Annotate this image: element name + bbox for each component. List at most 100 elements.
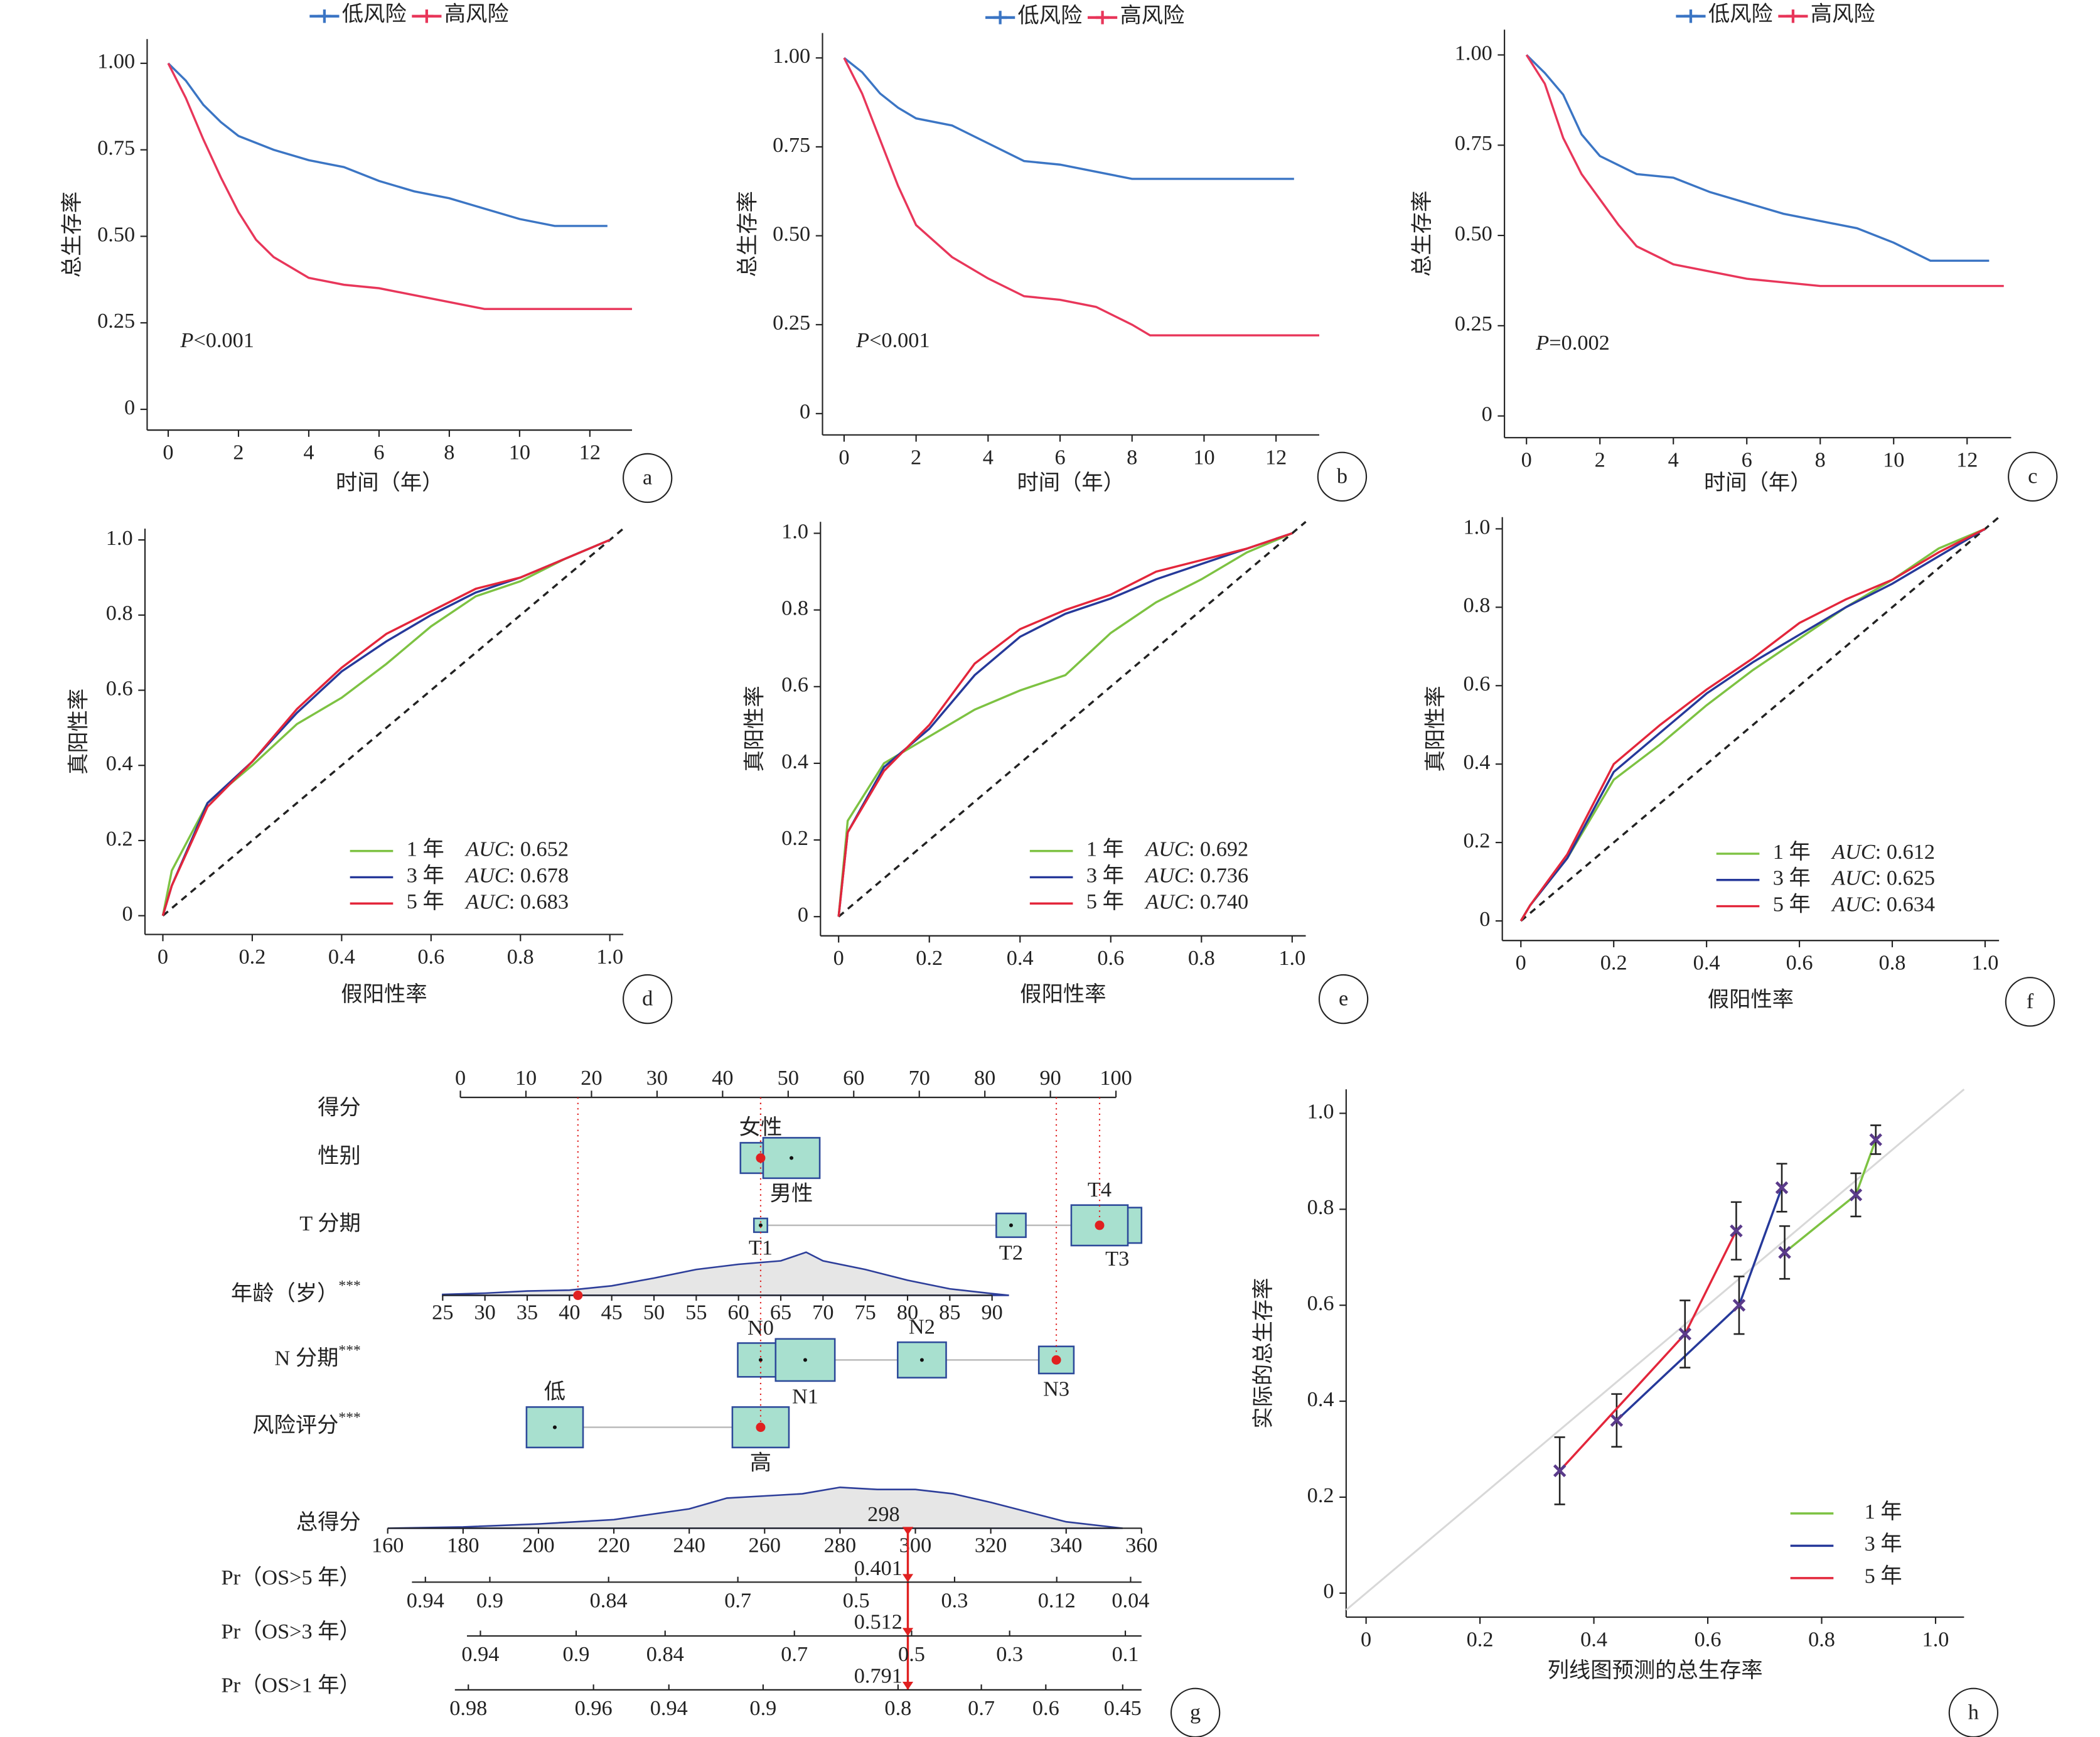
level-center <box>758 1223 763 1227</box>
density <box>442 1251 1009 1296</box>
age-tick-label: 70 <box>812 1300 833 1324</box>
y-tick-label: 0 <box>1479 907 1490 931</box>
row-label: Pr（OS>5 年） <box>222 1566 361 1589</box>
legend-auc: AUC: 0.612 <box>1831 840 1935 864</box>
row-label: 性别 <box>318 1144 361 1168</box>
x-axis-label: 假阳性率 <box>1020 982 1106 1006</box>
y-tick-label: 0.4 <box>1307 1387 1334 1411</box>
level-center <box>552 1425 557 1429</box>
legend-marker <box>993 11 1007 24</box>
legend-label: 5 年 <box>1865 1564 1902 1588</box>
probability-tick-label: 0.9 <box>749 1696 776 1720</box>
legend-label: 1 年 <box>1086 837 1124 861</box>
total-tick-label: 160 <box>372 1533 404 1557</box>
probability-tick-label: 0.98 <box>449 1696 487 1720</box>
probability-value: 0.791 <box>854 1664 903 1687</box>
reference-line <box>1520 516 2000 922</box>
panel-badge <box>1317 451 1368 502</box>
y-tick-label: 0.2 <box>106 827 133 851</box>
y-tick-label: 0 <box>124 395 135 419</box>
x-tick-label: 0 <box>1516 951 1526 975</box>
row-label: Pr（OS>1 年） <box>222 1673 361 1697</box>
y-tick-label: 0.50 <box>97 222 135 246</box>
row-label-text: 年龄（岁） <box>231 1281 339 1305</box>
legend-auc: AUC: 0.678 <box>464 863 569 887</box>
points-tick-label: 90 <box>1039 1066 1061 1090</box>
y-tick-label: 0.25 <box>773 311 810 335</box>
row-label: 总得分 <box>296 1510 361 1534</box>
x-tick-label: 0.2 <box>1600 951 1627 975</box>
legend-auc: AUC: 0.692 <box>1144 837 1248 861</box>
row-label-text: 风险评分 <box>252 1413 338 1437</box>
y-tick-label: 1.00 <box>97 50 135 73</box>
y-tick-label: 0.75 <box>97 136 135 160</box>
arrow <box>902 1527 914 1535</box>
points-tick-label: 100 <box>1100 1066 1132 1090</box>
x-tick-label: 0.6 <box>417 945 444 969</box>
probability-tick-label: 0.5 <box>898 1642 925 1666</box>
age-tick-label: 25 <box>432 1300 453 1324</box>
annotation-text: =0.002 <box>1549 331 1610 355</box>
level-label: T3 <box>1105 1247 1129 1271</box>
x-tick-label: 0.6 <box>1695 1628 1722 1652</box>
x-axis-label: 时间（年） <box>1017 471 1125 495</box>
age-tick-label: 60 <box>728 1300 749 1324</box>
level-center <box>758 1358 763 1362</box>
points-tick-label: 70 <box>909 1066 930 1090</box>
selected-point <box>1095 1220 1105 1230</box>
probability-tick-label: 0.3 <box>996 1642 1023 1666</box>
points-tick-label: 80 <box>974 1066 995 1090</box>
legend-marker <box>1095 11 1110 24</box>
x-tick-label: 12 <box>1265 445 1287 469</box>
row-label: Pr（OS>3 年） <box>222 1620 361 1643</box>
reference-line <box>838 520 1307 918</box>
legend-label: 3 年 <box>1086 863 1124 887</box>
probability-tick-label: 0.96 <box>575 1696 613 1720</box>
panel-badge <box>2005 977 2055 1027</box>
x-tick-label: 0.8 <box>1879 951 1906 975</box>
row-label-text: 得分 <box>318 1095 361 1119</box>
auc-name: AUC <box>464 837 510 861</box>
legend-label: 3 年 <box>1773 866 1811 890</box>
auc-value: : 0.740 <box>1189 890 1248 913</box>
x-tick-label: 0 <box>833 946 844 970</box>
selected-point <box>1051 1355 1061 1365</box>
legend-label: 高风险 <box>1811 3 1875 26</box>
legend-auc: AUC: 0.625 <box>1831 866 1935 890</box>
x-tick-label: 2 <box>911 445 921 469</box>
y-tick-label: 0.2 <box>1463 829 1490 852</box>
y-axis-label: 实际的总生存率 <box>1251 1278 1275 1429</box>
points-tick-label: 60 <box>843 1066 864 1090</box>
x-tick-label: 0.2 <box>916 946 943 970</box>
panel-badge <box>623 974 673 1024</box>
x-tick-label: 0.8 <box>1808 1628 1835 1652</box>
series-line <box>1558 1230 1737 1472</box>
point-marker <box>1732 1298 1746 1312</box>
y-tick-label: 0.50 <box>773 222 810 245</box>
legend-label: 1 年 <box>407 837 444 861</box>
probability-tick-label: 0.94 <box>650 1696 688 1720</box>
legend-marker <box>1684 9 1698 23</box>
y-tick-label: 0 <box>122 902 133 926</box>
y-tick-label: 0.8 <box>781 596 808 620</box>
x-tick-label: 0 <box>163 441 173 465</box>
row-label-text: N 分期 <box>275 1346 339 1370</box>
panel-badge <box>623 453 673 503</box>
auc-name: AUC <box>1831 892 1876 916</box>
total-tick-label: 280 <box>824 1533 856 1557</box>
y-tick-label: 0.6 <box>781 673 808 697</box>
point-marker <box>1730 1224 1743 1237</box>
panel-letter: a <box>643 466 652 490</box>
y-tick-label: 1.00 <box>773 44 810 68</box>
total-tick-label: 260 <box>749 1533 781 1557</box>
x-tick-label: 0 <box>1361 1628 1371 1652</box>
y-tick-label: 1.0 <box>1307 1099 1334 1123</box>
x-tick-label: 0.8 <box>1188 946 1215 970</box>
series-line <box>167 63 633 310</box>
total-tick-label: 180 <box>447 1533 479 1557</box>
x-tick-label: 1.0 <box>596 945 623 969</box>
significance: *** <box>338 1343 360 1359</box>
density <box>387 1486 1123 1529</box>
